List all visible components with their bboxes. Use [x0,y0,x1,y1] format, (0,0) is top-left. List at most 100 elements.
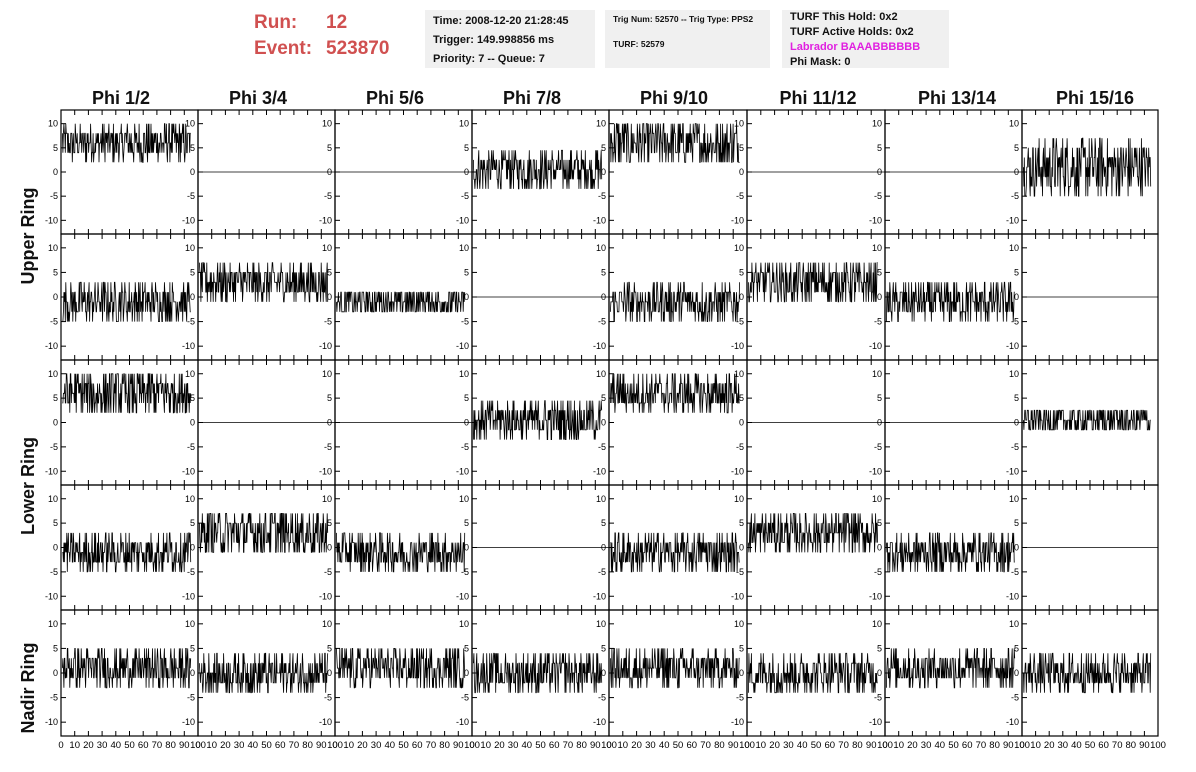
y-tick-label: -5 [324,442,332,452]
column-header-phi-5-6: Phi 5/6 [365,88,425,108]
y-tick-label: 10 [185,243,195,253]
y-tick-label: 5 [53,267,58,277]
waveform-trace [1023,137,1152,197]
run-event-block: Run: 12 Event: 523870 [254,10,389,62]
time-text: Time: 2008-12-20 21:28:45 [433,15,569,27]
x-tick-label: 50 [811,740,822,751]
x-tick-label: 80 [852,740,863,751]
y-tick-label: -5 [874,693,882,703]
x-tick-label: 20 [1044,740,1055,751]
y-tick-label: 5 [739,643,744,653]
y-tick-label: -10 [1006,466,1019,476]
y-tick-label: 10 [322,494,332,504]
y-tick-label: 10 [48,243,58,253]
y-tick-label: -5 [874,442,882,452]
y-tick-label: -10 [456,717,469,727]
y-tick-label: 10 [1009,243,1019,253]
y-tick-label: 0 [327,167,332,177]
y-tick-label: -5 [598,442,606,452]
y-tick-label: -10 [869,591,882,601]
y-tick-label: 0 [877,167,882,177]
y-tick-label: 10 [872,369,882,379]
y-tick-label: 5 [601,267,606,277]
y-tick-label: 5 [1014,643,1019,653]
x-tick-label: 20 [769,740,780,751]
x-tick-label: 50 [398,740,409,751]
x-tick-label: 50 [673,740,684,751]
x-tick-label: 30 [783,740,794,751]
x-tick-label: 60 [138,740,149,751]
x-tick-label: 40 [385,740,396,751]
y-tick-label: -10 [45,591,58,601]
x-tick-label: 0 [744,740,749,751]
y-tick-label: 5 [739,518,744,528]
y-tick-label: 5 [601,143,606,153]
y-tick-label: -10 [869,215,882,225]
x-tick-label: 0 [195,740,200,751]
y-tick-label: 5 [190,267,195,277]
y-tick-label: 0 [53,543,58,553]
x-tick-label: 70 [426,740,437,751]
y-tick-label: 5 [327,267,332,277]
y-tick-label: 0 [464,167,469,177]
x-tick-label: 60 [412,740,423,751]
x-tick-label: 10 [756,740,767,751]
y-tick-label: -5 [324,191,332,201]
y-tick-label: -5 [874,191,882,201]
y-tick-label: 5 [190,143,195,153]
y-tick-label: 5 [464,267,469,277]
y-tick-label: 0 [601,418,606,428]
y-tick-label: 5 [877,393,882,403]
y-tick-label: -5 [1011,191,1019,201]
column-header-phi-15-16: Phi 15/16 [1055,88,1135,108]
x-tick-label: 100 [1014,740,1030,751]
x-tick-label: 80 [576,740,587,751]
y-tick-label: 0 [739,418,744,428]
y-tick-label: 10 [459,243,469,253]
y-tick-label: 0 [327,543,332,553]
y-tick-label: -5 [461,567,469,577]
waveform-trace [748,652,878,694]
x-tick-label: 30 [234,740,245,751]
y-tick-label: 0 [190,292,195,302]
x-tick-label: 0 [606,740,611,751]
y-tick-label: 10 [459,369,469,379]
y-tick-label: 10 [48,119,58,129]
y-tick-label: 0 [601,543,606,553]
column-header-phi-11-12: Phi 11/12 [779,88,857,108]
y-tick-label: -5 [187,191,195,201]
waveform-trace [62,648,192,689]
x-tick-label: 60 [962,740,973,751]
x-tick-label: 80 [165,740,176,751]
turf-hold-box: TURF This Hold: 0x2 TURF Active Holds: 0… [782,10,949,68]
y-tick-label: -5 [324,567,332,577]
y-tick-label: -10 [1006,717,1019,727]
y-tick-label: -10 [731,215,744,225]
x-tick-label: 70 [976,740,987,751]
x-tick-label: 100 [190,740,206,751]
y-tick-label: -5 [874,317,882,327]
y-tick-label: 0 [190,418,195,428]
y-tick-label: 0 [327,418,332,428]
column-header-phi-7-8: Phi 7/8 [502,88,562,108]
y-tick-label: 10 [734,119,744,129]
x-tick-label: 90 [179,740,190,751]
turf-text: TURF: 52579 [613,39,665,49]
waveform-trace [748,513,878,553]
waveform-trace [610,123,740,163]
run-value: 12 [326,12,348,33]
y-tick-label: -5 [1011,693,1019,703]
y-tick-label: 10 [185,369,195,379]
y-tick-label: 5 [877,143,882,153]
y-tick-label: -10 [731,341,744,351]
y-tick-label: 10 [185,494,195,504]
y-tick-label: -5 [461,317,469,327]
x-tick-label: 0 [882,740,887,751]
y-tick-label: 10 [322,243,332,253]
y-tick-label: 10 [48,619,58,629]
y-tick-label: 5 [464,393,469,403]
waveform-trace [610,373,740,414]
y-tick-label: 0 [739,543,744,553]
y-tick-label: 10 [322,119,332,129]
y-tick-label: 0 [53,668,58,678]
